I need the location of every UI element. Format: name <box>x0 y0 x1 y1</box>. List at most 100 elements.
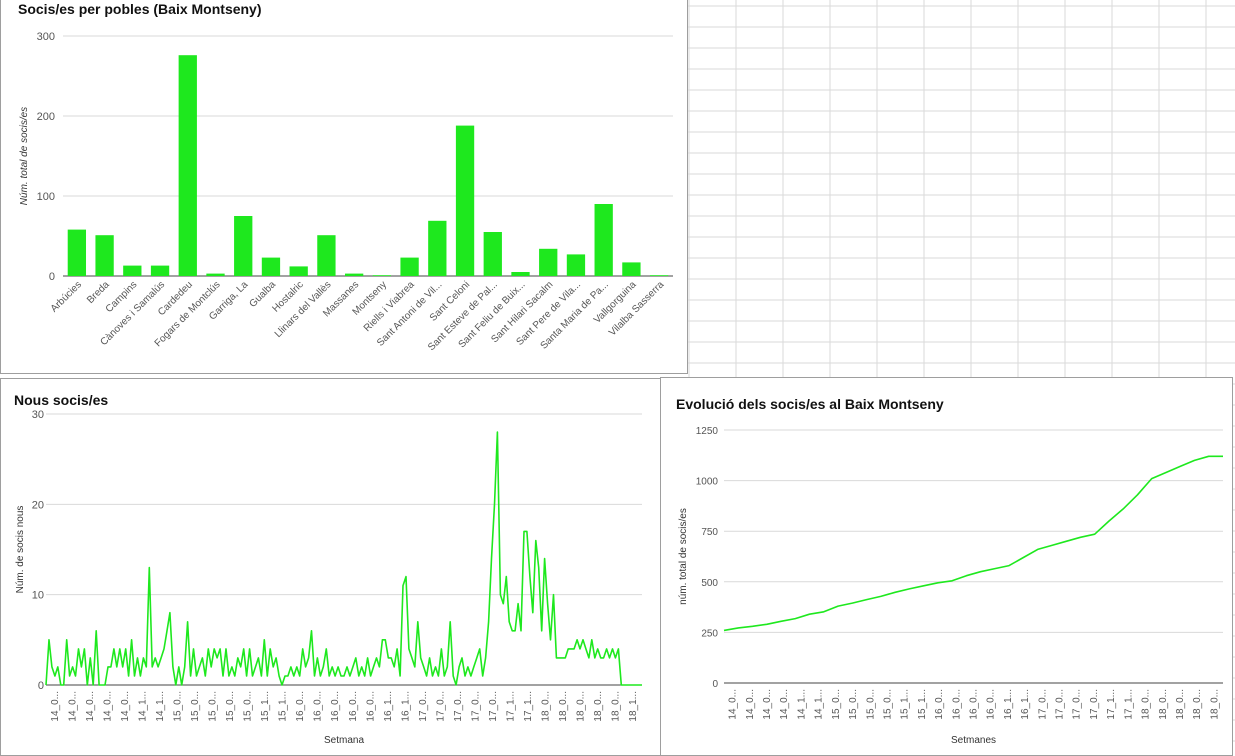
x-tick-label: 16_0... <box>365 691 376 722</box>
x-tick-label: 15_1... <box>278 691 289 722</box>
x-tick-label: 18_0... <box>593 691 604 722</box>
x-tick-label: 14_0... <box>779 689 790 720</box>
x-tick-label: 14_1... <box>137 691 148 722</box>
series-line <box>723 455 1223 632</box>
y-tick-label: 10 <box>32 590 44 602</box>
x-tick-label: 18_0... <box>611 691 622 722</box>
x-tick-label: 14_0... <box>728 689 739 720</box>
x-tick-label: 17_1... <box>1123 689 1134 720</box>
x-tick-label: 16_0... <box>951 689 962 720</box>
x-tick-label: 16_1... <box>400 691 411 722</box>
x-tick-label: 14_0... <box>745 689 756 720</box>
bar <box>428 220 447 276</box>
y-tick-label: 1250 <box>696 426 719 437</box>
y-tick-label: 1000 <box>696 477 719 488</box>
bar <box>455 125 475 276</box>
x-tick-label: 16_1... <box>383 691 394 722</box>
x-tick-label: 15_0... <box>865 689 876 720</box>
bar <box>511 272 530 276</box>
x-tick-label: 17_1... <box>1106 689 1117 720</box>
bar <box>400 257 419 276</box>
x-tick-label: 17_0... <box>435 691 446 722</box>
x-tick-label: 14_0... <box>120 691 131 722</box>
x-tick-label: 15_1... <box>260 691 271 722</box>
y-tick-label: 500 <box>701 578 718 589</box>
x-tick-label: 14_0... <box>50 691 61 722</box>
x-tick-label: 14_0... <box>85 691 96 722</box>
x-tick-label: 18_0... <box>576 691 587 722</box>
bar <box>67 229 87 276</box>
x-tick-label: 18_0... <box>1192 689 1203 720</box>
x-tick-label: 15_0... <box>831 689 842 720</box>
bar <box>317 235 336 276</box>
x-tick-label: 14_0... <box>67 691 78 722</box>
y-tick-label: 0 <box>49 271 55 283</box>
chart-panel-nous-socis[interactable]: Nous socis/es 0 10 20 30 14_0... 14_0... 14_0.… <box>0 378 661 756</box>
bar <box>261 257 281 276</box>
y-tick-label: 250 <box>701 628 718 639</box>
y-tick-label: 100 <box>37 191 55 203</box>
x-tick-label: 18_0... <box>1209 689 1220 720</box>
x-tick-label: 16_0... <box>295 691 306 722</box>
x-tick-label: 14_0... <box>762 689 773 720</box>
x-tick-label: 17_0... <box>1055 689 1066 720</box>
x-tick-label: 14_1... <box>155 691 166 722</box>
line-chart-nous-socis: 0 10 20 30 14_0... 14_0... 14_0... 14_0... 14_0.… <box>15 409 642 746</box>
x-tick-label: 15_0... <box>208 691 219 722</box>
y-tick-label: 20 <box>32 499 44 511</box>
y-tick-label: 30 <box>32 409 44 421</box>
x-tick-label: 16_1... <box>1003 689 1014 720</box>
x-tick-label: 18_0... <box>1158 689 1169 720</box>
x-tick-label: 16_0... <box>934 689 945 720</box>
bar <box>289 266 308 276</box>
bar <box>178 55 197 277</box>
x-axis-title: Setmana <box>324 735 364 746</box>
x-tick-label: 17_0... <box>1089 689 1100 720</box>
x-axis-title: Setmanes <box>951 735 996 746</box>
x-tick-label: 15_1... <box>917 689 928 720</box>
x-tick-label: 15_0... <box>243 691 254 722</box>
chart-title: Socis/es per pobles (Baix Montseny) <box>18 1 262 17</box>
x-tick-label: 17_0... <box>488 691 499 722</box>
x-tick-label: 15_0... <box>172 691 183 722</box>
y-axis-title: núm. total de socis/es <box>678 508 689 605</box>
x-tick-label: 18_0... <box>1141 689 1152 720</box>
x-tick-label: 15_0... <box>225 691 236 722</box>
x-tick-label: 16_0... <box>330 691 341 722</box>
y-axis-title: Núm. total de socis/es <box>19 107 30 205</box>
chart-panel-pueblos[interactable]: Socis/es per pobles (Baix Montseny) 0 100… <box>0 0 688 374</box>
x-tick-label: 16_1... <box>1020 689 1031 720</box>
x-tick-label: 18_0... <box>1175 689 1186 720</box>
x-tick-label: 17_0... <box>1072 689 1083 720</box>
x-tick-label: 16_0... <box>986 689 997 720</box>
chart-title: Nous socis/es <box>14 392 109 408</box>
y-tick-label: 200 <box>37 111 55 123</box>
x-tick-label: 17_1... <box>523 691 534 722</box>
bar <box>123 265 142 276</box>
bar <box>539 248 558 276</box>
bar <box>95 235 114 276</box>
x-tick-label: 17_1... <box>506 691 517 722</box>
x-tick-label: Arbúcies <box>49 279 84 314</box>
y-tick-label: 0 <box>38 680 44 692</box>
x-tick-label: 17_0... <box>1037 689 1048 720</box>
x-tick-label: 15_1... <box>900 689 911 720</box>
bar <box>150 265 170 276</box>
bar <box>649 275 669 276</box>
x-tick-label: 18_0... <box>558 691 569 722</box>
bar <box>566 254 586 276</box>
line-chart-evolucio: 0 250 500 750 1000 1250 14_0... 14_0... 14_0... 1… <box>678 426 1223 746</box>
bar <box>622 262 641 276</box>
x-tick-label: 15_0... <box>848 689 859 720</box>
chart-panel-evolucio[interactable]: Evolució dels socis/es al Baix Montseny … <box>660 377 1233 756</box>
x-tick-label: 18_1... <box>628 691 639 722</box>
x-tick-label: 17_0... <box>453 691 464 722</box>
x-tick-label: 14_1... <box>796 689 807 720</box>
x-tick-label: 17_0... <box>470 691 481 722</box>
series-line <box>45 431 642 686</box>
x-tick-label: 15_0... <box>190 691 201 722</box>
x-tick-label: 14_1... <box>814 689 825 720</box>
bar <box>594 204 613 276</box>
bar <box>344 273 364 276</box>
